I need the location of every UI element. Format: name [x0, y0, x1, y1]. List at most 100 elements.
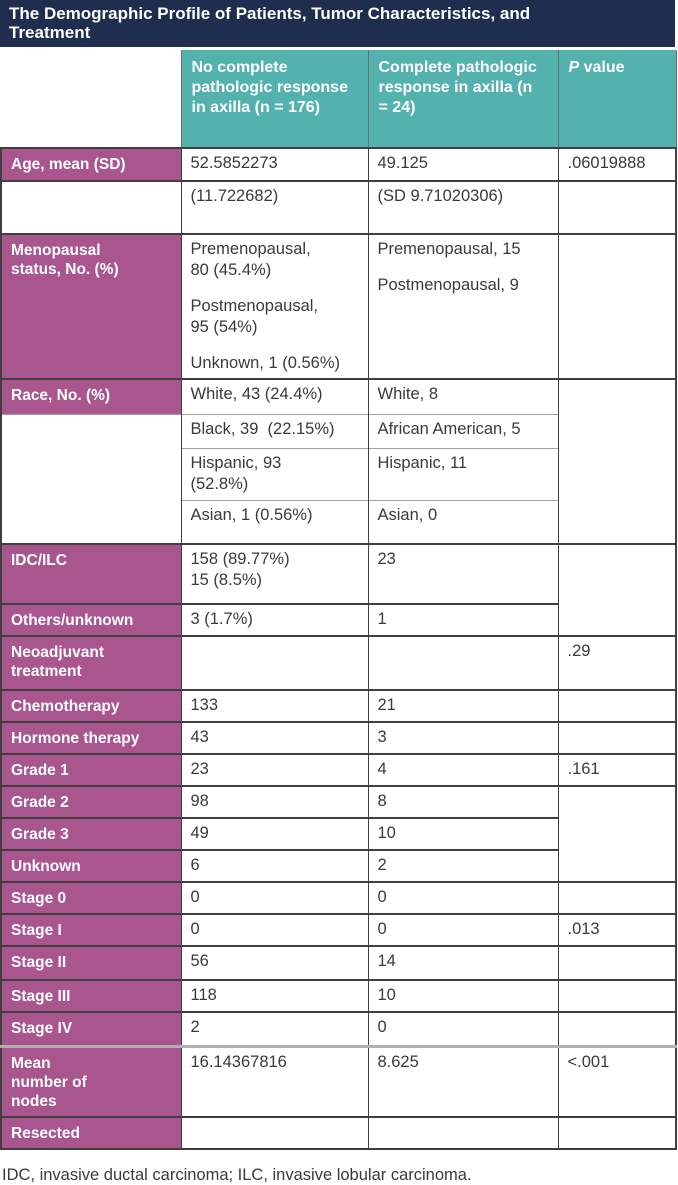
cell-stage1-p: .013: [557, 913, 677, 946]
cell-age-p: .06019888: [557, 147, 677, 181]
row-grade3: Grade 3 49 10: [0, 817, 676, 850]
cell-unknown-g1: 6: [180, 849, 368, 882]
cell-race-black-g2: African American, 5: [367, 413, 558, 448]
row-stage4: Stage IV 2 0: [0, 1011, 677, 1046]
cell-grade3-g1: 49: [180, 817, 368, 850]
cell-chemo-g2: 21: [367, 689, 558, 722]
cell-nodes-p: <.001: [557, 1044, 677, 1117]
cell-resected-p: [557, 1115, 677, 1150]
row-label: Stage 0: [0, 881, 181, 914]
row-age: Age, mean (SD) 52.5852273 49.125 .060198…: [0, 147, 677, 181]
cell-grade2-g2: 8: [367, 785, 558, 818]
cell-grade2-g1: 98: [180, 785, 368, 818]
row-unknown: Unknown 6 2: [0, 849, 676, 882]
cell-idc-g2: 23: [367, 543, 558, 604]
cell-neoadjuvant-p: .29: [557, 635, 677, 690]
cell-others-g2: 1: [367, 603, 558, 636]
cell-stage1-g1: 0: [180, 913, 368, 946]
row-resected: Resected: [0, 1115, 677, 1150]
row-stage2: Stage II 56 14: [0, 945, 677, 980]
cell-stage4-g1: 2: [180, 1011, 368, 1046]
cell-age-sd-g1: (11.722682): [180, 180, 368, 234]
table-title-bar: The Demographic Profile of Patients, Tum…: [0, 0, 675, 47]
row-hormone-therapy: Hormone therapy 43 3: [0, 721, 677, 754]
cell-race-asian-g1: Asian, 1 (0.56%): [180, 499, 368, 544]
cell-nodes-g2: 8.625: [367, 1044, 558, 1117]
row-age-sd: (11.722682) (SD 9.71020306): [0, 180, 677, 234]
row-race-hispanic: Hispanic, 93 (52.8%) Hispanic, 11: [1, 447, 676, 500]
demographics-table: No complete pathologic response in axill…: [0, 50, 677, 1150]
row-mean-nodes: Mean number of nodes 16.14367816 8.625 <…: [0, 1044, 677, 1117]
row-menopausal: Menopausal status, No. (%) Premenopausal…: [0, 233, 677, 379]
cell-grades-p: [557, 785, 677, 882]
cell-stage4-p: [557, 1011, 677, 1046]
cell-race-hispanic-g1: Hispanic, 93 (52.8%): [180, 447, 368, 500]
cell-hormone-g1: 43: [180, 721, 368, 754]
cell-grade3-g2: 10: [367, 817, 558, 850]
cell-race-white-g1: White, 43 (24.4%): [180, 378, 368, 414]
cell-age-g2: 49.125: [367, 147, 558, 181]
cell-nodes-g1: 16.14367816: [180, 1044, 368, 1117]
row-label: Hormone therapy: [0, 721, 181, 754]
cell-chemo-p: [557, 689, 677, 722]
cell-stage1-g2: 0: [367, 913, 558, 946]
row-neoadjuvant: Neoadjuvant treatment .29: [0, 635, 677, 690]
cell-menopausal-g2: Premenopausal, 15 Postmenopausal, 9: [367, 233, 558, 379]
row-race-black: Black, 39 (22.15%) African American, 5: [0, 413, 676, 544]
cell-stage2-p: [557, 945, 677, 980]
row-label-empty: [0, 413, 181, 544]
cell-stage3-p: [557, 979, 677, 1012]
cell-race-black-g1: Black, 39 (22.15%): [180, 413, 368, 448]
cell-stage4-g2: 0: [367, 1011, 558, 1046]
row-label: Race, No. (%): [0, 378, 181, 414]
row-stage0: Stage 0 0 0: [0, 881, 677, 914]
row-label: Unknown: [0, 849, 181, 882]
row-label: Age, mean (SD): [0, 147, 181, 181]
row-stage1: Stage I 0 0 .013: [0, 913, 677, 946]
row-label: Neoadjuvant treatment: [0, 635, 181, 690]
row-chemotherapy: Chemotherapy 133 21: [0, 689, 677, 722]
row-label: Resected: [0, 1115, 181, 1150]
header-empty-cell: [1, 50, 181, 148]
cell-age-sd-g2: (SD 9.71020306): [367, 180, 558, 234]
row-label: Stage IV: [0, 1011, 181, 1046]
cell-stage0-p: [557, 881, 677, 914]
cell-age-sd-p: [557, 180, 677, 234]
row-grade1: Grade 1 23 4 .161: [0, 753, 677, 786]
cell-resected-g2: [367, 1115, 558, 1150]
row-grade2: Grade 2 98 8: [0, 785, 677, 882]
cell-menopausal-g1: Premenopausal, 80 (45.4%) Postmenopausal…: [180, 233, 368, 379]
row-stage3: Stage III 118 10: [0, 979, 677, 1012]
row-race-white: Race, No. (%) White, 43 (24.4%) White, 8: [0, 378, 677, 544]
cell-hormone-g2: 3: [367, 721, 558, 754]
row-label: Grade 1: [0, 753, 181, 786]
cell-race-hispanic-g2: Hispanic, 11: [367, 447, 558, 500]
row-label: Stage II: [0, 945, 181, 980]
row-label-empty: [0, 180, 181, 234]
cell-age-g1: 52.5852273: [180, 147, 368, 181]
cell-stage0-g2: 0: [367, 881, 558, 914]
cell-grade1-g1: 23: [180, 753, 368, 786]
row-label: Mean number of nodes: [0, 1044, 181, 1117]
cell-chemo-g1: 133: [180, 689, 368, 722]
cell-race-white-g2: White, 8: [367, 378, 558, 414]
cell-stage0-g1: 0: [180, 881, 368, 914]
cell-grade1-g2: 4: [367, 753, 558, 786]
row-label: Others/unknown: [0, 603, 181, 636]
cell-menopausal-p: [557, 233, 677, 379]
cell-grade1-p: .161: [557, 753, 677, 786]
cell-idc-p: [557, 543, 677, 636]
row-label: Chemotherapy: [0, 689, 181, 722]
row-others-unknown: Others/unknown 3 (1.7%) 1: [0, 603, 676, 636]
table-title: The Demographic Profile of Patients, Tum…: [9, 4, 531, 42]
cell-idc-g1: 158 (89.77%) 15 (8.5%): [180, 543, 368, 604]
cell-hormone-p: [557, 721, 677, 754]
cell-unknown-g2: 2: [367, 849, 558, 882]
cell-stage3-g2: 10: [367, 979, 558, 1012]
cell-race-p: [557, 378, 677, 544]
cell-neoadjuvant-g2: [367, 635, 558, 690]
cell-stage3-g1: 118: [180, 979, 368, 1012]
row-label: Stage I: [0, 913, 181, 946]
header-no-pcr: No complete pathologic response in axill…: [180, 50, 368, 148]
